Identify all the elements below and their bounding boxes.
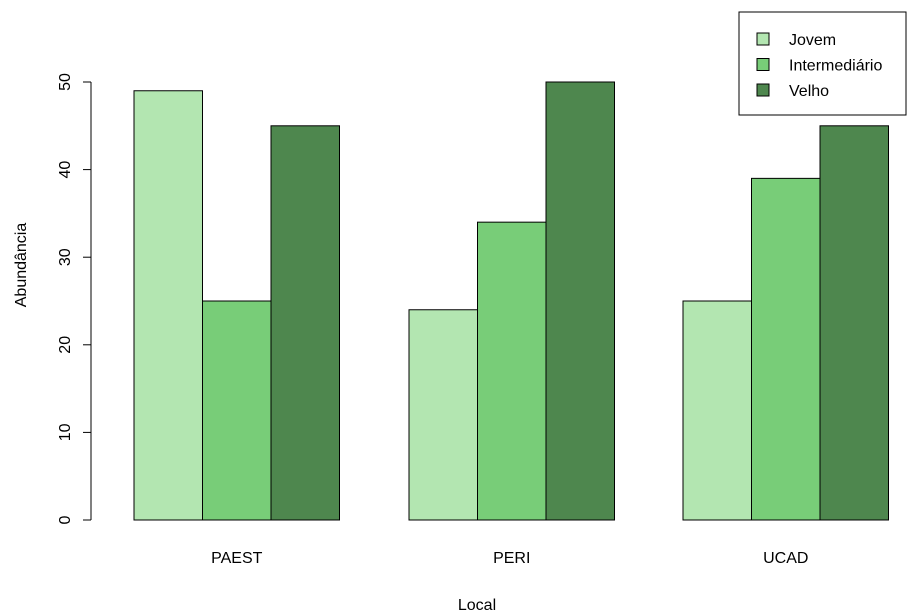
bar-peri-intermediário: [477, 221, 547, 521]
legend-items: Jovem Intermediário Velho: [756, 32, 882, 100]
legend-label: Intermediário: [789, 58, 882, 75]
bar-peri-jovem: [408, 309, 478, 521]
bar-ucad-intermediário: [751, 177, 821, 521]
legend-label: Jovem: [789, 32, 836, 49]
y-ticks: 0 10 20 30 40 50: [57, 73, 91, 524]
bars-group: [133, 81, 889, 521]
bar-paest-velho: [270, 125, 340, 521]
bar-paest-jovem: [133, 90, 203, 521]
y-tick-label: 30: [57, 248, 74, 266]
legend: Jovem Intermediário Velho: [738, 11, 907, 116]
y-tick-label: 20: [57, 336, 74, 354]
y-tick-label: 10: [57, 423, 74, 441]
x-axis-title: Local: [458, 597, 496, 612]
x-tick-label: PAEST: [211, 550, 263, 567]
bar-ucad-jovem: [682, 300, 752, 521]
y-tick-label: 50: [57, 73, 74, 91]
legend-swatch: [756, 58, 770, 71]
legend-label: Velho: [789, 83, 829, 100]
bar-ucad-velho: [819, 125, 889, 521]
y-axis-title: Abundância: [13, 223, 30, 308]
bar-paest-intermediário: [202, 300, 272, 521]
bar-peri-velho: [545, 81, 615, 521]
legend-swatch: [756, 32, 770, 46]
y-tick-label: 0: [57, 515, 74, 524]
x-tick-label: PERI: [493, 550, 530, 567]
y-tick-label: 40: [57, 161, 74, 179]
x-tick-label: UCAD: [763, 550, 808, 567]
legend-box: [738, 11, 907, 116]
y-axis: 0 10 20 30 40 50: [57, 73, 92, 524]
x-tick-labels: PAEST PERI UCAD: [211, 550, 808, 567]
legend-swatch: [756, 83, 770, 97]
